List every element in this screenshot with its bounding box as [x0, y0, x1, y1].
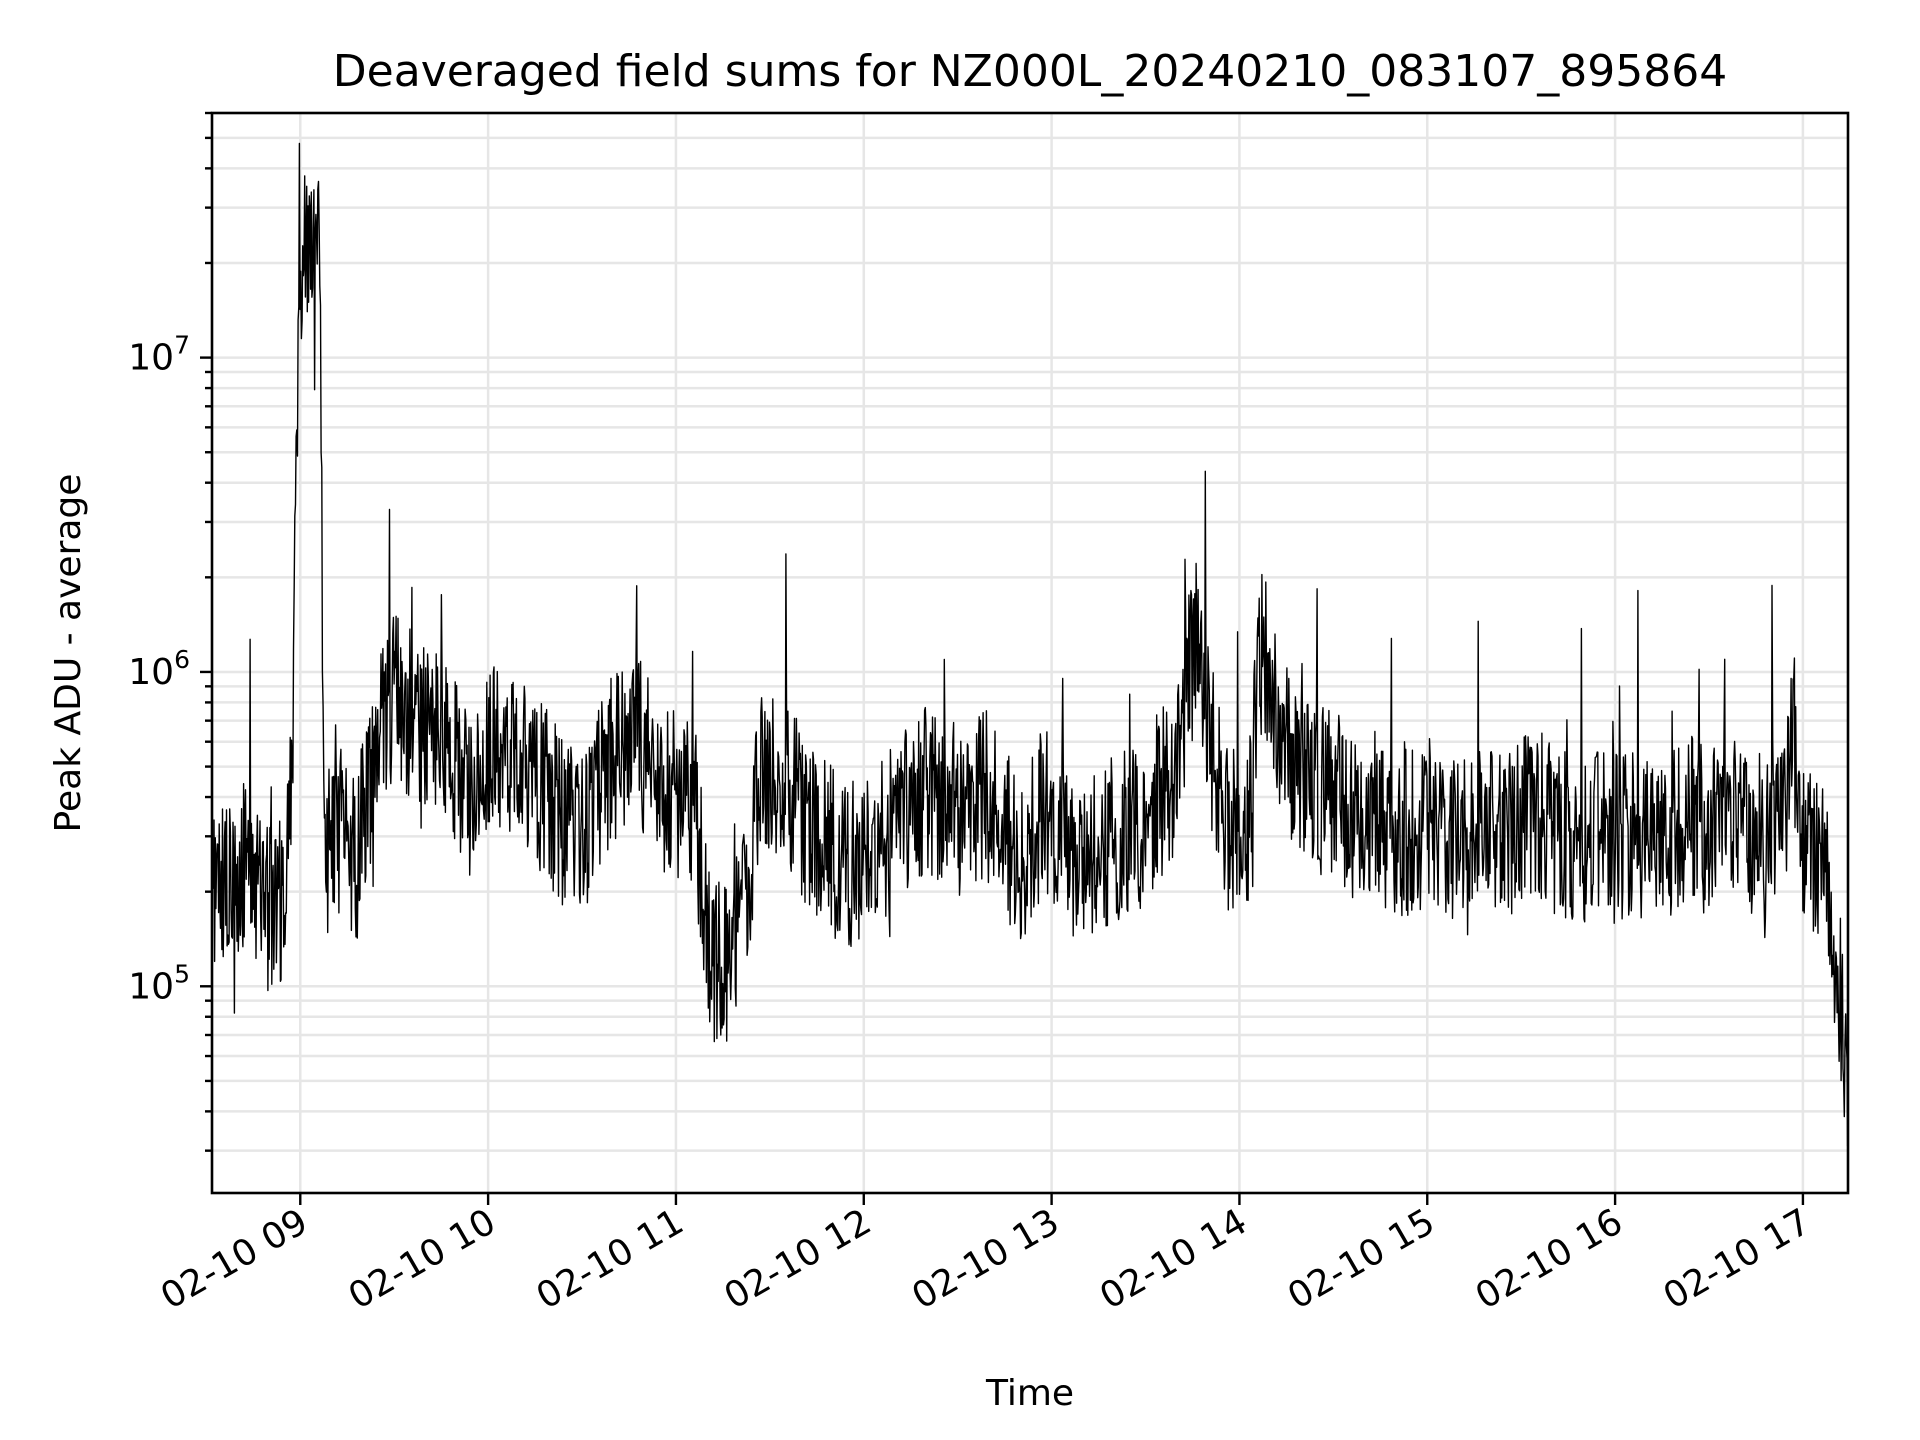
x-tick-label: 02-10 17 — [1657, 1201, 1818, 1317]
x-tick-label: 02-10 13 — [905, 1201, 1066, 1317]
x-tick-label: 02-10 11 — [530, 1201, 691, 1317]
y-tick-label: 107 — [128, 331, 190, 379]
y-axis-label: Peak ADU - average — [48, 474, 89, 833]
y-tick-label: 106 — [128, 645, 190, 693]
chart-title: Deaveraged field sums for NZ000L_2024021… — [333, 46, 1727, 97]
x-axis: 02-10 09 02-10 10 02-10 11 02-10 12 02-10 13… — [154, 1193, 1817, 1318]
x-tick-label: 02-10 09 — [154, 1201, 315, 1317]
x-tick-label: 02-10 10 — [342, 1201, 503, 1317]
y-tick-label: 105 — [128, 959, 190, 1007]
grid — [212, 111, 1848, 1193]
x-tick-label: 02-10 14 — [1093, 1201, 1254, 1317]
x-tick-label: 02-10 15 — [1281, 1201, 1442, 1317]
x-axis-label: Time — [985, 1373, 1074, 1414]
x-tick-label: 02-10 12 — [718, 1201, 879, 1317]
y-axis: 105 106 107 — [128, 111, 212, 1152]
x-tick-label: 02-10 16 — [1469, 1201, 1630, 1317]
series-line — [211, 142, 1849, 1147]
plot-frame — [210, 111, 1850, 1195]
